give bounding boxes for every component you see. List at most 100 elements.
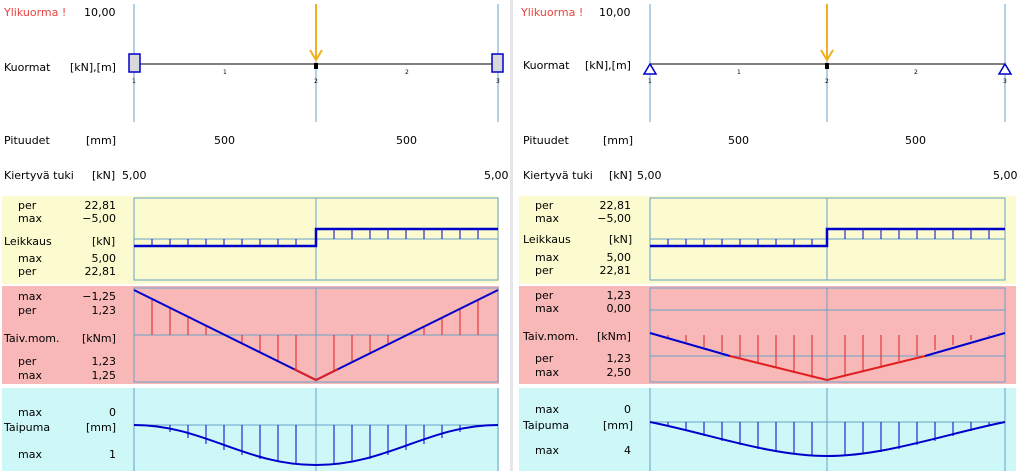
deflection-bottom-key: max xyxy=(535,444,559,457)
moment-bottom-value: 1,23 xyxy=(606,352,632,365)
deflection-curve xyxy=(133,424,499,467)
support-label: Kiertyvä tuki xyxy=(523,169,593,182)
panel-divider[interactable] xyxy=(510,0,514,471)
support-unit: [kN] xyxy=(92,169,116,182)
shear-bottom-key: per xyxy=(18,265,37,278)
moment-unit: [kNm] xyxy=(597,330,631,343)
shear-top-key: max xyxy=(18,212,42,225)
point-load-arrow-head[interactable] xyxy=(820,49,834,62)
overload-warning: Ylikuorma ! xyxy=(521,6,584,19)
deflection-top-value: 0 xyxy=(109,406,116,419)
shear-top-key: max xyxy=(535,212,559,225)
shear-top-value: −5,00 xyxy=(597,212,631,225)
clamped-support-right[interactable] xyxy=(491,53,504,73)
moment-band xyxy=(519,286,1016,384)
node-label: 1 xyxy=(648,78,652,85)
moment-line-right xyxy=(924,332,1006,357)
lengths-unit: [mm] xyxy=(603,134,634,147)
shear-top-key: per xyxy=(18,199,37,212)
load-node-marker xyxy=(825,63,829,69)
moment-bottom-key: max xyxy=(18,369,42,382)
support-reaction-left: 5,00 xyxy=(637,169,662,182)
shear-diagram xyxy=(649,197,1006,281)
shear-top-value: −5,00 xyxy=(82,212,116,225)
loads-label: Kuormat xyxy=(4,61,51,74)
overload-warning: Ylikuorma ! xyxy=(4,6,67,19)
shear-line xyxy=(134,227,498,248)
moment-bottom-value: 1,23 xyxy=(91,355,117,368)
moment-top-value: 0,00 xyxy=(606,302,632,315)
load-value: 10,00 xyxy=(599,6,631,19)
shear-unit: [kN] xyxy=(92,235,116,248)
clamped-support-left[interactable] xyxy=(128,53,141,73)
node-label: 3 xyxy=(1003,78,1007,85)
deflection-top-value: 0 xyxy=(624,403,631,416)
span-length: 500 xyxy=(214,134,235,147)
pinned-support-left[interactable] xyxy=(642,62,658,75)
moment-hatch xyxy=(151,300,479,370)
point-load-arrow-head[interactable] xyxy=(309,49,323,62)
deflection-hatch xyxy=(667,422,990,455)
shear-top-value: 22,81 xyxy=(84,199,117,212)
deflection-hatch xyxy=(151,425,479,464)
shear-bottom-key: max xyxy=(18,252,42,265)
deflection-diagram xyxy=(649,388,1006,471)
deflection-bottom-value: 1 xyxy=(109,448,116,461)
lengths-label: Pituudet xyxy=(523,134,569,147)
moment-bottom-key: per xyxy=(535,352,554,365)
lengths-label: Pituudet xyxy=(4,134,50,147)
node-label: 3 xyxy=(496,78,500,85)
deflection-bottom-key: max xyxy=(18,448,42,461)
shear-bottom-value: 5,00 xyxy=(606,251,632,264)
span-label: 1 xyxy=(223,69,227,76)
loads-label: Kuormat xyxy=(523,59,570,72)
support-label: Kiertyvä tuki xyxy=(4,169,74,182)
moment-bottom-key: max xyxy=(535,366,559,379)
shear-bottom-value: 22,81 xyxy=(84,265,117,278)
support-reaction-right: 5,00 xyxy=(993,169,1018,182)
beam-panel-left: Ylikuorma ! 10,00 Kuormat [kN],[m] 1 2 3… xyxy=(0,0,512,471)
loads-unit: [kN],[m] xyxy=(70,61,116,74)
moment-top-value: 1,23 xyxy=(91,304,117,317)
span-label: 2 xyxy=(405,69,409,76)
node-label: 2 xyxy=(314,78,318,85)
lengths-unit: [mm] xyxy=(86,134,117,147)
moment-line-left xyxy=(649,332,731,357)
deflection-bottom-value: 4 xyxy=(624,444,631,457)
moment-title: Taiv.mom. xyxy=(4,332,60,345)
deflection-band xyxy=(2,388,499,471)
shear-bottom-key: per xyxy=(535,264,554,277)
deflection-curve xyxy=(649,421,1006,458)
support-reaction-left: 5,00 xyxy=(122,169,147,182)
moment-top-key: max xyxy=(535,302,559,315)
deflection-title: Taipuma xyxy=(523,419,570,432)
deflection-title: Taipuma xyxy=(4,421,51,434)
moment-unit: [kNm] xyxy=(82,332,116,345)
shear-top-value: 22,81 xyxy=(599,199,632,212)
moment-title: Taiv.mom. xyxy=(523,330,579,343)
shear-bottom-value: 22,81 xyxy=(599,264,632,277)
moment-line-right-red xyxy=(826,355,926,381)
moment-line-left-red xyxy=(729,355,828,381)
moment-bottom-key: per xyxy=(18,355,37,368)
moment-peak-left xyxy=(293,368,317,381)
pinned-support-right[interactable] xyxy=(997,62,1013,75)
moment-bottom-value: 1,25 xyxy=(91,369,117,382)
moment-peak-right xyxy=(315,368,339,381)
moment-diagram xyxy=(133,287,499,383)
deflection-top-key: max xyxy=(535,403,559,416)
deflection-diagram xyxy=(133,388,499,471)
shear-band xyxy=(2,196,499,284)
load-value: 10,00 xyxy=(84,6,116,19)
moment-bottom-value: 2,50 xyxy=(606,366,632,379)
beam-panel-right: Ylikuorma ! 10,00 Kuormat [kN],[m] 1 2 3… xyxy=(513,0,1024,471)
moment-top-key: per xyxy=(535,289,554,302)
shear-diagram xyxy=(133,197,499,281)
shear-top-key: per xyxy=(535,199,554,212)
span-label: 1 xyxy=(737,69,741,76)
shear-title: Leikkaus xyxy=(4,235,52,248)
deflection-unit: [mm] xyxy=(603,419,634,432)
span-length: 500 xyxy=(396,134,417,147)
span-length: 500 xyxy=(905,134,926,147)
shear-title: Leikkaus xyxy=(523,233,571,246)
